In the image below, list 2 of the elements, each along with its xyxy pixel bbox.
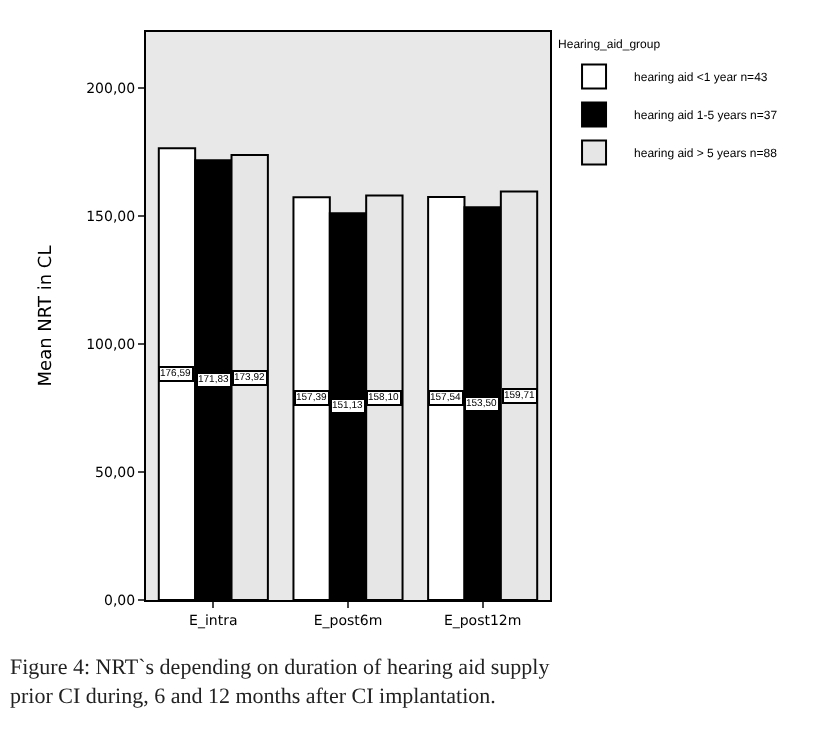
y-axis-title: Mean NRT in CL — [36, 245, 57, 387]
caption: Figure 4: NRT`s depending on duration of hearing aid supply prior CI during, 6 and 12 months after CI implantation. — [10, 656, 551, 709]
